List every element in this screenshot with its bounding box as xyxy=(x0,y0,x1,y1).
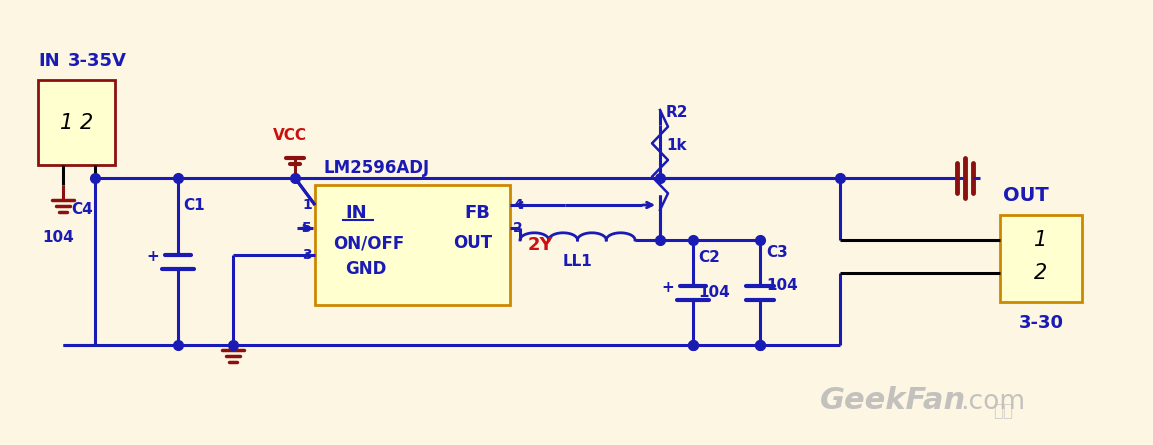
Bar xyxy=(315,185,510,305)
Text: GND: GND xyxy=(345,260,386,278)
Text: ON/OFF: ON/OFF xyxy=(333,234,405,252)
Text: IN: IN xyxy=(38,52,60,70)
Text: C4: C4 xyxy=(71,202,92,217)
Text: C2: C2 xyxy=(698,250,719,265)
Text: 电子: 电子 xyxy=(993,402,1013,420)
Text: 104: 104 xyxy=(698,285,730,300)
Text: FB: FB xyxy=(465,204,490,222)
Text: 3: 3 xyxy=(302,248,312,262)
Text: 2: 2 xyxy=(513,221,522,235)
Bar xyxy=(38,80,115,165)
Text: +: + xyxy=(662,280,675,295)
Text: C1: C1 xyxy=(183,198,204,213)
Text: VCC: VCC xyxy=(273,128,307,143)
Text: .com: .com xyxy=(960,389,1025,415)
Text: 2: 2 xyxy=(1034,263,1048,283)
Text: LL1: LL1 xyxy=(563,254,593,269)
Text: 104: 104 xyxy=(43,230,74,245)
Text: OUT: OUT xyxy=(453,234,492,252)
Text: 1: 1 xyxy=(60,113,73,133)
Text: R2: R2 xyxy=(666,105,688,120)
Text: 4: 4 xyxy=(513,198,522,212)
Text: 3-35V: 3-35V xyxy=(68,52,127,70)
Bar xyxy=(1000,215,1082,302)
Text: +: + xyxy=(146,249,159,264)
Text: 104: 104 xyxy=(766,278,798,293)
Text: GeekFan: GeekFan xyxy=(820,386,966,415)
Text: 1k: 1k xyxy=(666,138,687,153)
Text: C3: C3 xyxy=(766,245,787,260)
Text: 5: 5 xyxy=(302,221,312,235)
Text: 1: 1 xyxy=(1034,230,1048,250)
Text: 1: 1 xyxy=(302,198,312,212)
Text: OUT: OUT xyxy=(1003,186,1049,205)
Text: 2Y: 2Y xyxy=(528,236,553,254)
Text: 2: 2 xyxy=(80,113,93,133)
Text: 3-30: 3-30 xyxy=(1018,314,1063,332)
Text: LM2596ADJ: LM2596ADJ xyxy=(323,159,429,177)
Text: IN: IN xyxy=(345,204,367,222)
